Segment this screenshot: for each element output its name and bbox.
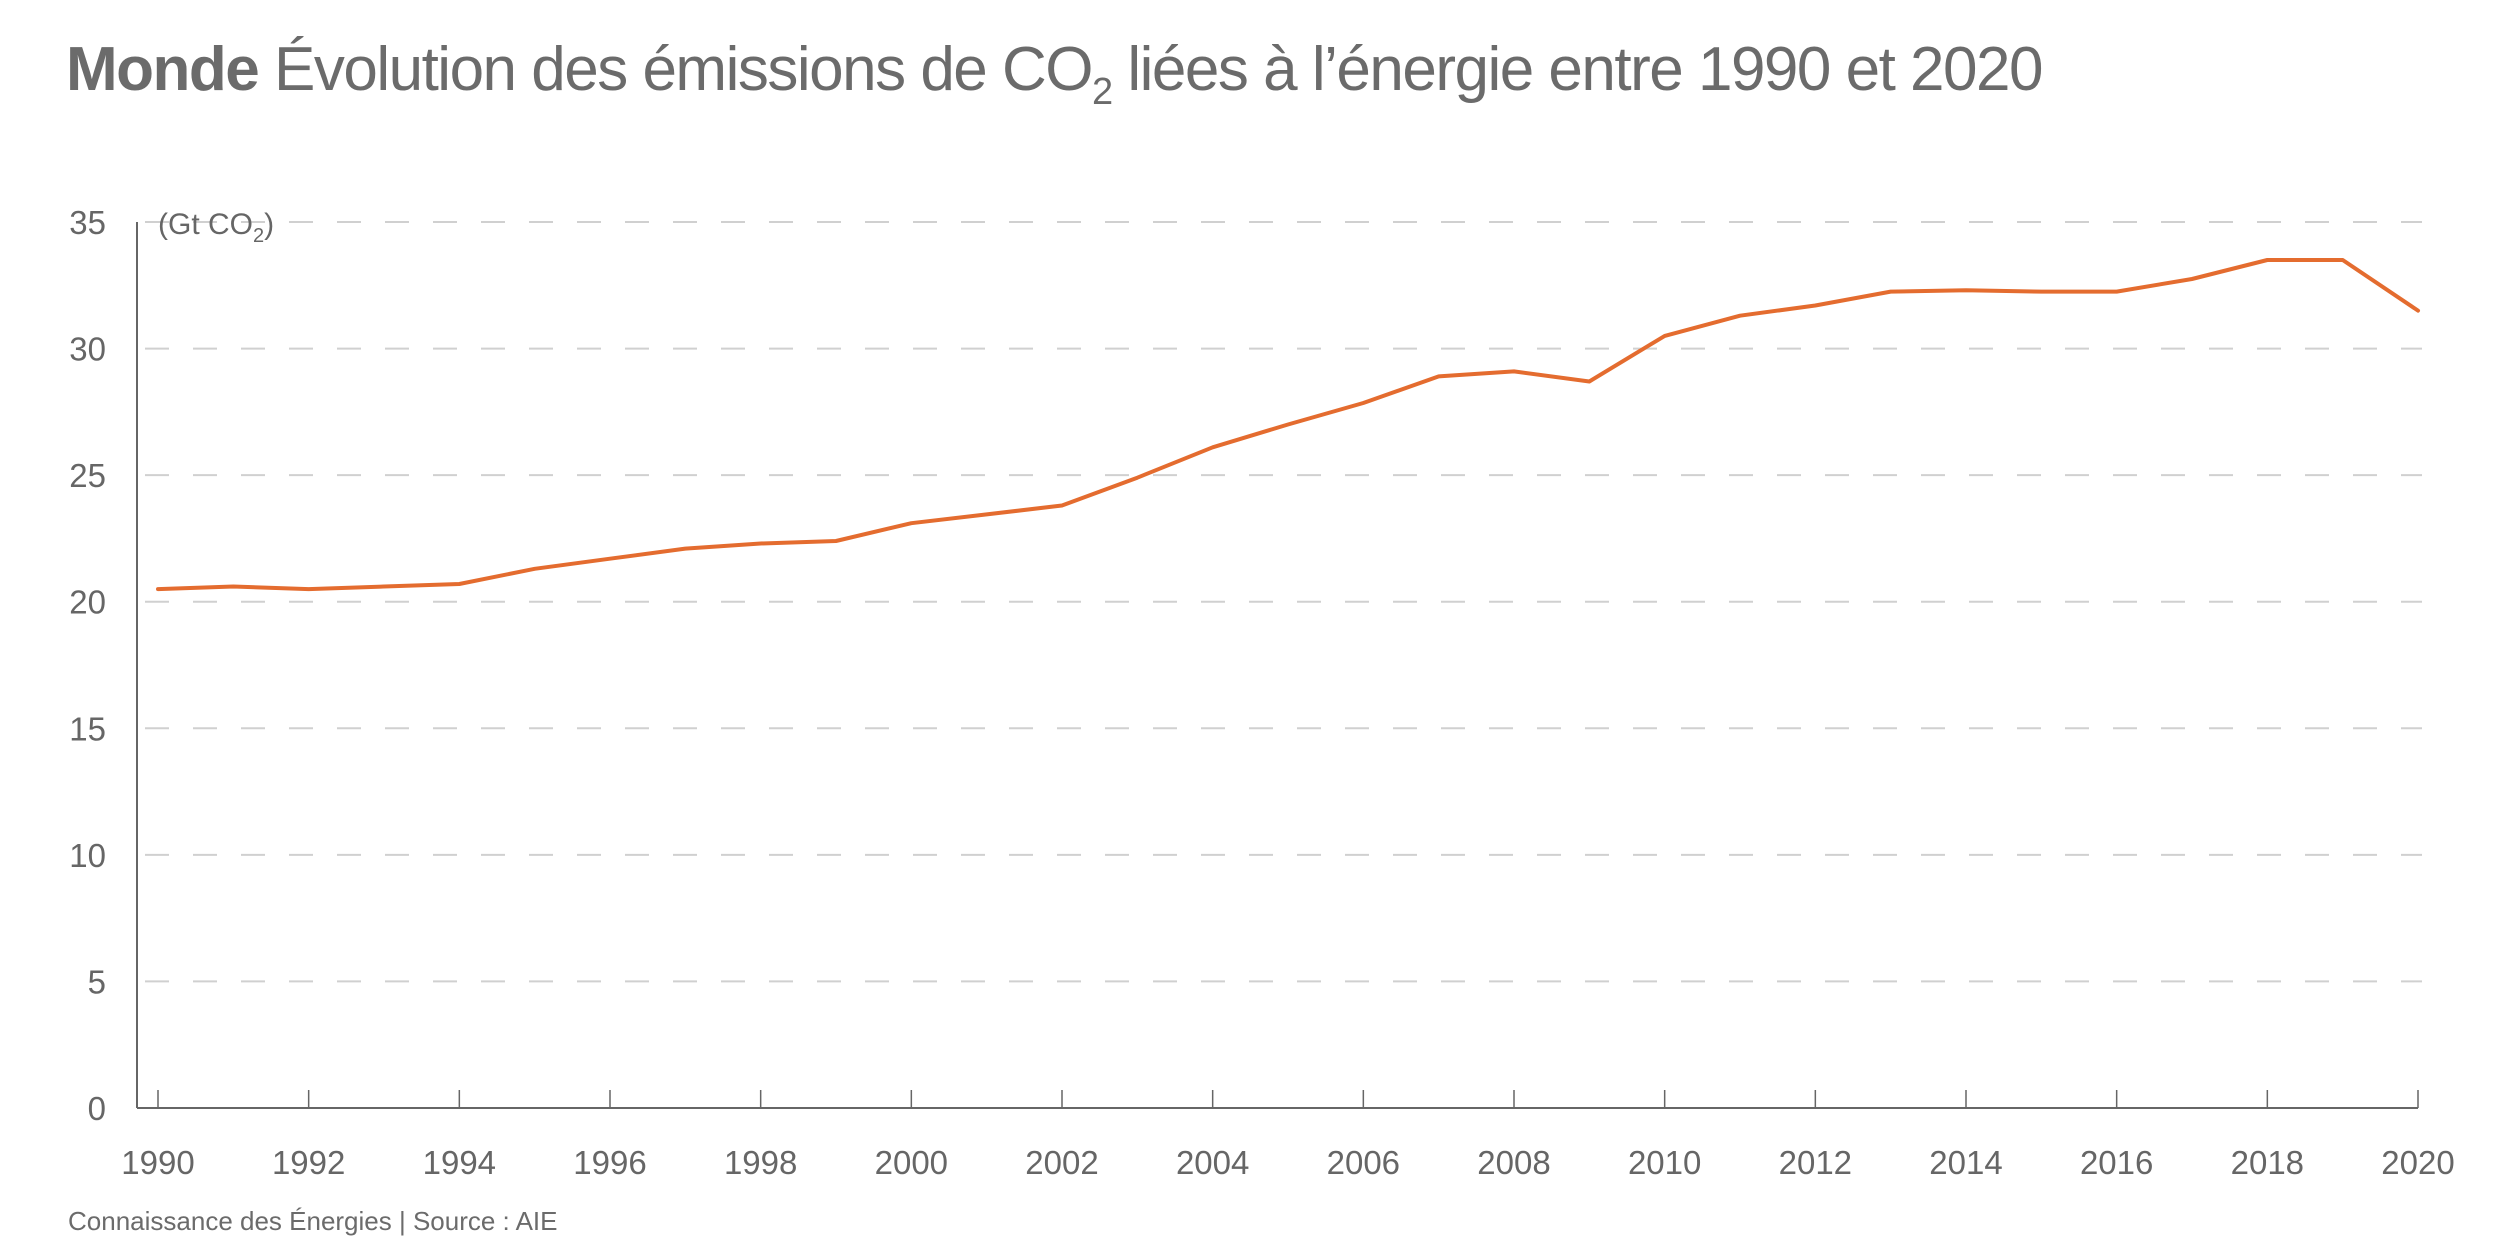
source-credit: Connaissance des Énergies | Source : AIE bbox=[68, 1206, 558, 1236]
x-tick-label: 2000 bbox=[875, 1144, 948, 1181]
x-tick-label: 2006 bbox=[1327, 1144, 1400, 1181]
y-tick-label: 30 bbox=[69, 331, 106, 368]
title-text: Évolution des émissions de CO2 liées à l… bbox=[273, 35, 2044, 111]
chart-title: Monde Évolution des émissions de CO2 lié… bbox=[66, 34, 2044, 111]
x-axis-ticks: 1990 1992 1994 1996 1998 2000 2002 2004 2006 2008… bbox=[121, 1090, 2455, 1181]
x-tick-label: 1992 bbox=[272, 1144, 345, 1181]
title-region: Monde bbox=[66, 35, 260, 104]
title-subscript: 2 bbox=[1092, 71, 1113, 113]
y-axis-unit-label: (Gt CO2) bbox=[158, 208, 274, 247]
x-tick-label: 1990 bbox=[121, 1144, 194, 1181]
x-tick-label: 2020 bbox=[2381, 1144, 2454, 1181]
x-tick-label: 2012 bbox=[1779, 1144, 1852, 1181]
unit-subscript: 2 bbox=[253, 225, 264, 247]
x-tick-label: 2004 bbox=[1176, 1144, 1249, 1181]
gridlines bbox=[137, 221, 2422, 983]
x-tick-label: 2016 bbox=[2080, 1144, 2153, 1181]
series-line bbox=[156, 258, 2420, 592]
unit-end: ) bbox=[264, 208, 274, 241]
x-tick-label: 2018 bbox=[2231, 1144, 2304, 1181]
x-tick-label: 1994 bbox=[423, 1144, 496, 1181]
x-tick-label: 2010 bbox=[1628, 1144, 1701, 1181]
y-tick-label: 25 bbox=[69, 457, 106, 494]
series-group bbox=[156, 258, 2420, 592]
y-tick-label: 20 bbox=[69, 584, 106, 621]
x-tick-label: 1998 bbox=[724, 1144, 797, 1181]
y-tick-label: 5 bbox=[88, 963, 106, 1000]
x-tick-label: 2008 bbox=[1477, 1144, 1550, 1181]
y-tick-label: 35 bbox=[69, 204, 106, 241]
y-tick-label: 10 bbox=[69, 837, 106, 874]
x-tick-label: 1996 bbox=[573, 1144, 646, 1181]
y-tick-label: 0 bbox=[88, 1090, 106, 1127]
x-tick-label: 2014 bbox=[1929, 1144, 2002, 1181]
title-main: Évolution des émissions de CO bbox=[273, 35, 1094, 104]
y-axis-ticks: 0 5 10 15 20 25 30 35 bbox=[69, 204, 106, 1127]
unit-main: (Gt CO bbox=[158, 208, 253, 241]
y-tick-label: 15 bbox=[69, 710, 106, 747]
title-rest: liées à l’énergie entre 1990 et 2020 bbox=[1111, 35, 2043, 104]
x-tick-label: 2002 bbox=[1025, 1144, 1098, 1181]
